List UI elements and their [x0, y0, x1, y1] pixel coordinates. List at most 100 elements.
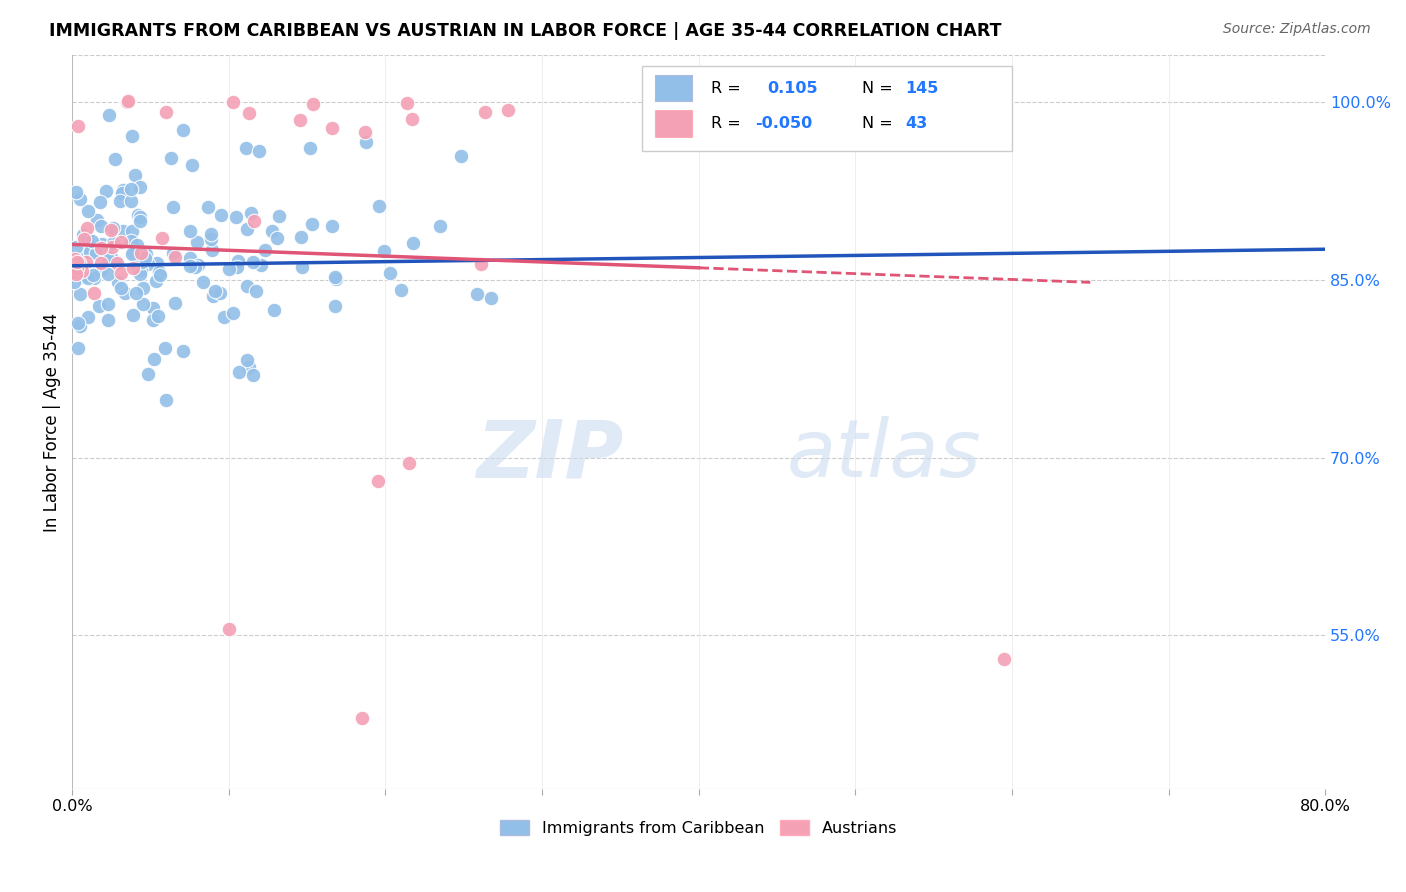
Point	[474, 105, 496, 120]
Point	[69, 318, 91, 333]
Point	[97, 268, 120, 282]
Point	[97, 312, 120, 326]
Point	[235, 279, 257, 293]
Point	[87, 299, 110, 313]
Point	[127, 208, 149, 222]
Point	[179, 251, 201, 265]
Point	[69, 192, 91, 206]
Point	[325, 272, 347, 286]
Point	[65, 240, 87, 254]
Point	[142, 313, 165, 327]
Point	[112, 183, 135, 197]
Point	[266, 231, 288, 245]
Point	[82, 268, 104, 282]
Text: ZIP: ZIP	[477, 416, 623, 494]
Point	[101, 220, 124, 235]
Point	[101, 240, 124, 254]
Text: R =: R =	[711, 80, 741, 95]
Point	[218, 261, 240, 276]
Text: -0.050: -0.050	[755, 116, 813, 131]
Point	[222, 305, 245, 319]
Point	[132, 297, 155, 311]
Point	[179, 224, 201, 238]
Text: R =: R =	[711, 116, 741, 131]
Point	[110, 266, 132, 280]
Point	[291, 260, 314, 275]
Point	[65, 252, 87, 266]
Point	[121, 247, 143, 261]
Text: 145: 145	[905, 80, 939, 95]
Point	[179, 259, 201, 273]
Point	[142, 301, 165, 315]
Point	[239, 206, 262, 220]
Point	[79, 245, 101, 260]
Point	[122, 308, 145, 322]
Point	[236, 222, 259, 236]
Point	[187, 259, 209, 273]
Point	[288, 113, 311, 128]
Point	[77, 244, 100, 258]
Point	[354, 135, 377, 149]
Point	[155, 105, 177, 120]
Point	[226, 254, 249, 268]
Point	[90, 263, 112, 277]
Point	[200, 243, 222, 257]
Point	[323, 270, 346, 285]
Point	[260, 224, 283, 238]
Point	[148, 265, 170, 279]
Point	[90, 219, 112, 234]
Point	[186, 235, 208, 249]
Point	[202, 289, 225, 303]
Point	[98, 255, 121, 269]
Point	[65, 185, 87, 199]
Point	[367, 474, 389, 488]
Point	[321, 219, 343, 233]
Point	[96, 249, 118, 263]
Point	[235, 141, 257, 155]
Point	[65, 267, 87, 281]
Text: Source: ZipAtlas.com: Source: ZipAtlas.com	[1223, 22, 1371, 37]
Point	[124, 168, 146, 182]
Point	[97, 297, 120, 311]
Point	[250, 258, 273, 272]
Point	[122, 261, 145, 276]
Point	[110, 235, 132, 250]
Point	[993, 651, 1015, 665]
Point	[209, 208, 232, 222]
Point	[267, 209, 290, 223]
Point	[77, 310, 100, 324]
Point	[89, 194, 111, 209]
Point	[66, 261, 89, 276]
Text: IMMIGRANTS FROM CARIBBEAN VS AUSTRIAN IN LABOR FORCE | AGE 35-44 CORRELATION CHA: IMMIGRANTS FROM CARIBBEAN VS AUSTRIAN IN…	[49, 22, 1001, 40]
Point	[76, 231, 98, 245]
Point	[301, 217, 323, 231]
Point	[162, 246, 184, 260]
Point	[115, 95, 138, 110]
Point	[83, 271, 105, 285]
Point	[129, 213, 152, 227]
Point	[107, 275, 129, 289]
Point	[204, 284, 226, 298]
Point	[127, 237, 149, 252]
Point	[101, 235, 124, 250]
Point	[67, 341, 90, 355]
Point	[155, 392, 177, 407]
Point	[127, 260, 149, 275]
Point	[104, 153, 127, 167]
Point	[350, 711, 373, 725]
Y-axis label: In Labor Force | Age 35-44: In Labor Force | Age 35-44	[44, 312, 60, 532]
Point	[66, 255, 89, 269]
Point	[496, 103, 519, 118]
Point	[122, 244, 145, 259]
Point	[72, 227, 94, 242]
Point	[105, 256, 128, 270]
Point	[129, 180, 152, 194]
Point	[97, 108, 120, 122]
Text: 0.105: 0.105	[768, 80, 818, 95]
Point	[128, 267, 150, 281]
Point	[149, 268, 172, 282]
Point	[131, 262, 153, 277]
Point	[163, 296, 186, 310]
Point	[76, 203, 98, 218]
Point	[401, 112, 423, 126]
